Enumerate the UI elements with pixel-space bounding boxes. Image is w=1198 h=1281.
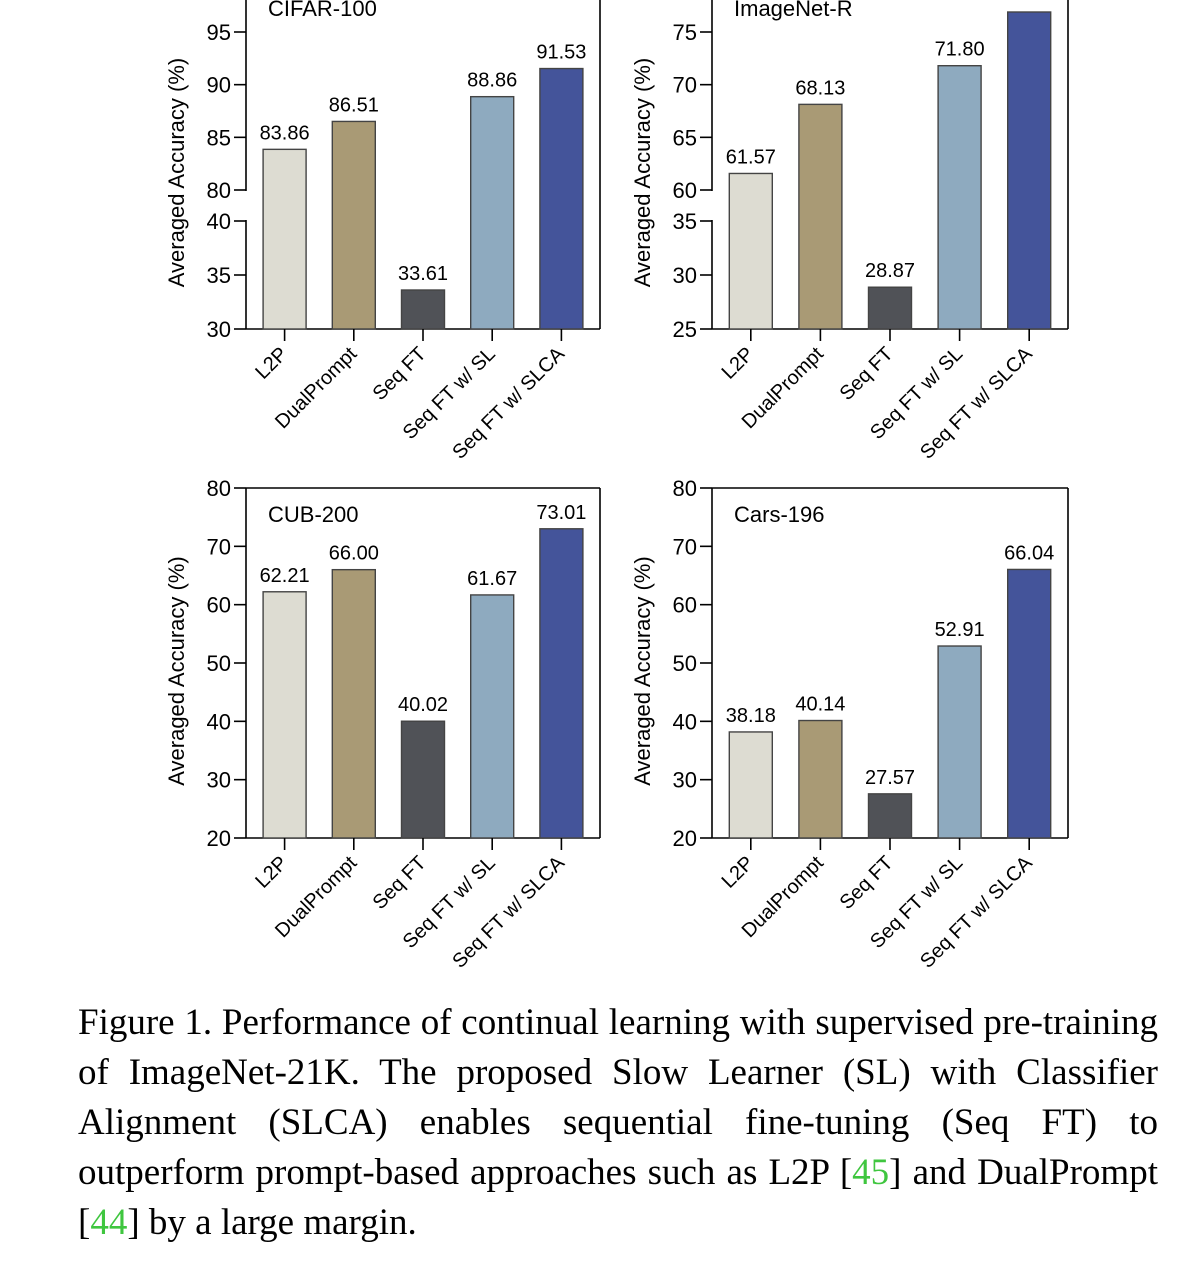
bar-seq-ft: [400, 289, 446, 330]
y-tick-label: 60: [207, 593, 231, 618]
x-tick-label: L2P: [718, 343, 759, 384]
y-tick-label: 35: [207, 263, 231, 288]
x-tick-label: Seq FT: [369, 852, 431, 914]
bar-value-label: 61.67: [467, 568, 517, 590]
y-tick-label: 30: [673, 263, 697, 288]
x-tick-label: L2P: [251, 852, 292, 893]
caption-ref-dualprompt[interactable]: 44: [90, 1202, 128, 1243]
chart-title: Cars-196: [734, 502, 824, 527]
bar-l2p: [262, 591, 307, 839]
y-axis-label: Averaged Accuracy (%): [164, 556, 189, 785]
bar-value-label: 61.57: [726, 146, 776, 168]
bar-dualprompt: [331, 120, 376, 330]
caption-text-start: Figure 1. Performance of continual learn…: [78, 1002, 1158, 1193]
bar-value-label: 27.57: [865, 767, 915, 789]
y-tick-label: 75: [673, 20, 697, 45]
bar-value-label: 83.86: [260, 122, 310, 144]
y-tick-label: 40: [673, 709, 697, 734]
bar-seq-ft-w-slca: [1007, 11, 1052, 330]
y-tick-label: 90: [207, 73, 231, 98]
y-tick-label: 80: [207, 476, 231, 501]
bar-seq-ft-w-slca: [539, 528, 584, 839]
bar-seq-ft-w-sl: [470, 594, 515, 839]
y-tick-label: 50: [673, 651, 697, 676]
x-tick-label: L2P: [251, 343, 292, 384]
bar-value-label: 91.53: [536, 42, 586, 64]
y-axis-label: Averaged Accuracy (%): [164, 58, 189, 287]
bar-l2p: [728, 731, 773, 839]
y-tick-label: 30: [207, 317, 231, 342]
chart-title: ImageNet-R: [734, 0, 853, 21]
bar-dualprompt: [331, 568, 376, 839]
bar-value-label: 28.87: [865, 260, 915, 282]
x-tick-label: Seq FT: [369, 343, 431, 405]
caption-text-end: ] by a large margin.: [127, 1202, 417, 1243]
bar-l2p: [262, 148, 307, 330]
y-tick-label: 70: [207, 534, 231, 559]
bar-value-label: 40.02: [398, 694, 448, 716]
y-tick-label: 95: [207, 20, 231, 45]
y-tick-label: 30: [673, 768, 697, 793]
y-tick-label: 25: [673, 317, 697, 342]
bar-value-label: 68.13: [795, 77, 845, 99]
bar-dualprompt: [798, 103, 843, 330]
y-tick-label: 85: [207, 125, 231, 150]
chart-cars-196: 20 30 40 50 60 70 80 Averaged Accuracy (%) Cars-…: [630, 476, 1069, 973]
axis-break-gap: [709, 191, 715, 220]
y-tick-label: 60: [673, 178, 697, 203]
bar-dualprompt: [798, 719, 843, 839]
y-tick-label: 40: [207, 709, 231, 734]
bar-value-label: 66.04: [1004, 542, 1054, 564]
bar-value-label: 73.01: [536, 502, 586, 524]
chart-imagenet-r: 25 30 35 60 65 70 75 Averaged Accuracy (%) Image…: [630, 0, 1069, 464]
y-tick-label: 35: [673, 209, 697, 234]
bar-seq-ft: [400, 720, 446, 839]
chart-title: CUB-200: [268, 502, 358, 527]
y-tick-label: 80: [207, 178, 231, 203]
bar-value-label: 38.18: [726, 705, 776, 727]
x-tick-label: Seq FT: [836, 852, 898, 914]
y-tick-label: 40: [207, 209, 231, 234]
bar-value-label: 66.00: [329, 543, 379, 565]
figure-caption: Figure 1. Performance of continual learn…: [78, 998, 1158, 1248]
y-tick-label: 50: [207, 651, 231, 676]
figure-charts: 30 35 40 80 85 90 95 Averaged Accuracy (%) CIFAR…: [164, 0, 1069, 973]
y-tick-label: 70: [673, 534, 697, 559]
bar-l2p: [728, 172, 773, 330]
x-tick-label: L2P: [718, 852, 759, 893]
y-tick-label: 60: [673, 593, 697, 618]
y-tick-label: 20: [673, 826, 697, 851]
bar-value-label: 86.51: [329, 94, 379, 116]
y-tick-label: 65: [673, 125, 697, 150]
bar-seq-ft: [867, 793, 913, 839]
y-tick-label: 20: [207, 826, 231, 851]
chart-cifar-100: 30 35 40 80 85 90 95 Averaged Accuracy (%) CIFAR…: [164, 0, 601, 464]
caption-text-middle: ] and DualPrompt [: [78, 1152, 1158, 1243]
chart-cub-200: 20 30 40 50 60 70 80 Averaged Accuracy (%) CUB-2…: [164, 476, 601, 973]
bar-seq-ft-w-slca: [1007, 568, 1052, 839]
bar-value-label: 88.86: [467, 70, 517, 92]
y-axis-label: Averaged Accuracy (%): [630, 556, 655, 785]
bar-seq-ft-w-slca: [539, 67, 584, 330]
bar-seq-ft-w-sl: [937, 65, 982, 330]
y-tick-label: 80: [673, 476, 697, 501]
bar-seq-ft-w-sl: [937, 645, 982, 839]
caption-ref-l2p[interactable]: 45: [852, 1152, 890, 1193]
bar-value-label: 52.91: [935, 619, 985, 641]
axis-break-gap: [243, 191, 249, 220]
y-tick-label: 70: [673, 73, 697, 98]
bar-value-label: 62.21: [260, 565, 310, 587]
x-tick-label: Seq FT: [836, 343, 898, 405]
bar-value-label: 71.80: [935, 39, 985, 61]
y-axis-label: Averaged Accuracy (%): [630, 58, 655, 287]
bar-seq-ft-w-sl: [470, 95, 515, 330]
bar-value-label: 40.14: [795, 694, 845, 716]
bar-value-label: 33.61: [398, 263, 448, 285]
chart-title: CIFAR-100: [268, 0, 377, 21]
bar-seq-ft: [867, 286, 913, 330]
y-tick-label: 30: [207, 768, 231, 793]
